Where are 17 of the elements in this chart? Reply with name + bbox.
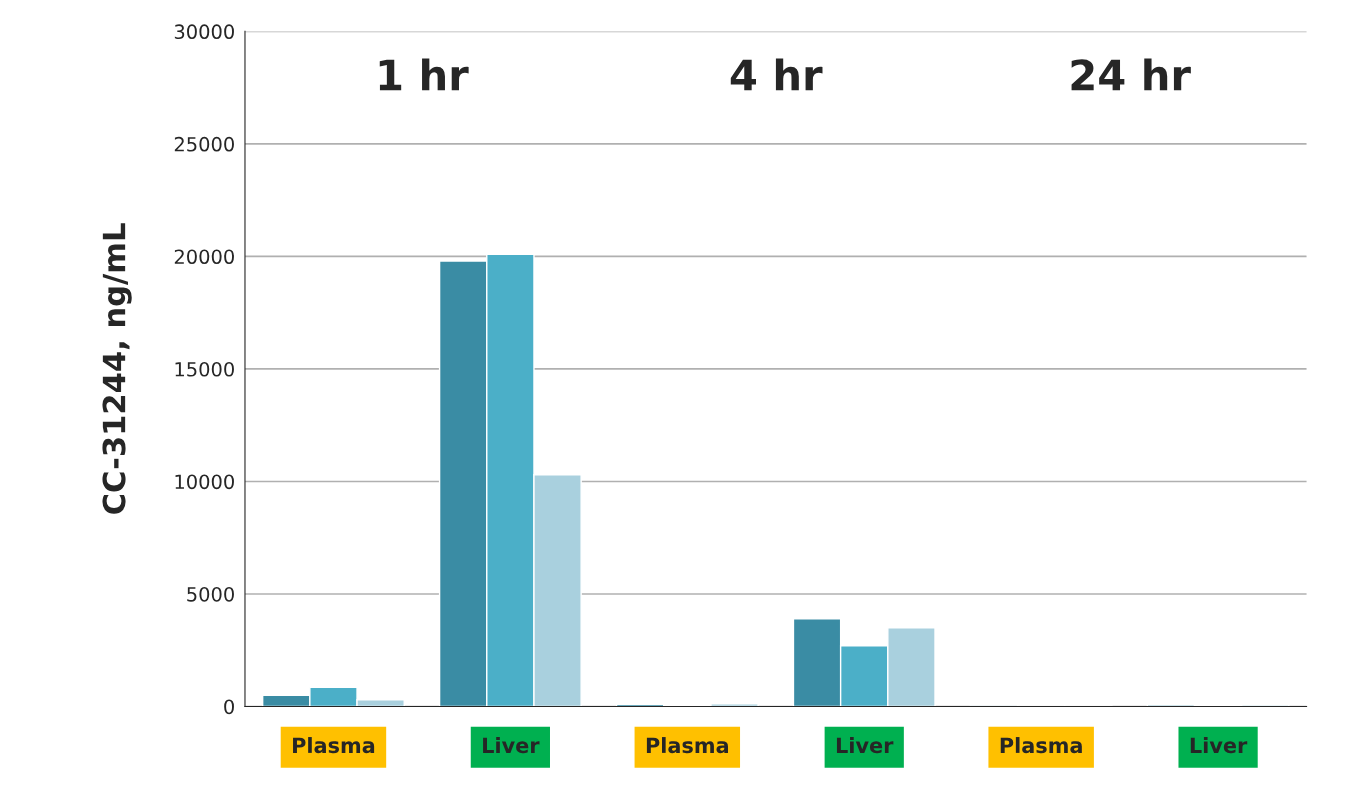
y-tick-label: 0 <box>224 699 234 715</box>
x-tick-label: Plasma <box>293 737 375 754</box>
annotation: 4 hr <box>730 58 823 91</box>
x-tick-label: Liver <box>1190 737 1248 754</box>
y-tick-label: 30000 <box>174 24 234 40</box>
y-tick-label: 25000 <box>174 136 234 152</box>
annotation: 24 hr <box>1071 58 1191 91</box>
y-tick-label: 5000 <box>187 586 234 602</box>
x-tick-label: Plasma <box>1000 737 1082 754</box>
y-tick-label: 10000 <box>175 474 234 490</box>
x-tick-label: Liver <box>483 737 540 754</box>
annotation: 1 hr <box>379 58 469 91</box>
y-axis-title: CC-31244, ng/mL <box>102 223 132 514</box>
x-tick-label: Liver <box>836 737 894 754</box>
y-tick-label: 15000 <box>175 361 234 377</box>
y-tick-label: 20000 <box>174 249 234 265</box>
x-tick-label: Plasma <box>646 737 728 754</box>
